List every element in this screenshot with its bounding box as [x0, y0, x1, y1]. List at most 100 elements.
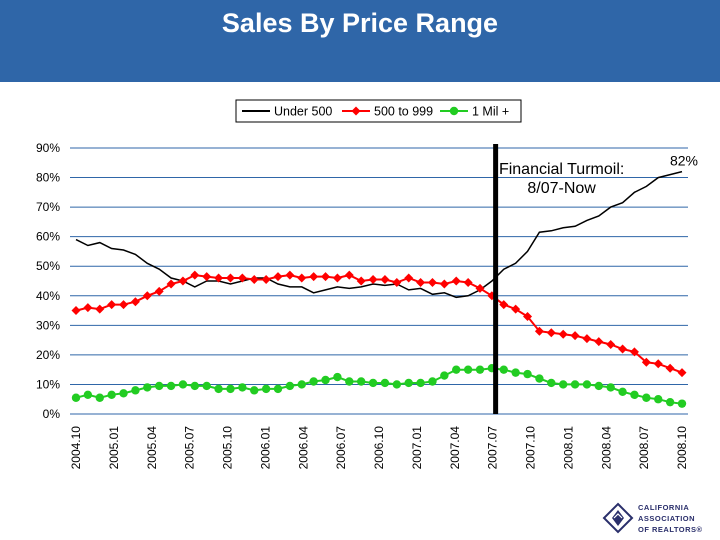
header-bar: Sales By Price Range	[0, 0, 720, 82]
series-0	[75, 170, 683, 299]
data-point	[582, 380, 592, 389]
data-point	[594, 337, 604, 347]
data-point	[214, 384, 223, 394]
y-tick-label: 80%	[36, 171, 60, 185]
x-tick-label: 2005.07	[183, 426, 197, 470]
y-tick-label: 60%	[36, 230, 60, 244]
data-point	[190, 270, 200, 280]
data-point	[380, 378, 390, 388]
legend-entry: 1 Mil +	[440, 105, 509, 119]
data-point	[629, 347, 639, 357]
data-point	[238, 383, 247, 392]
logo-line-2: ASSOCIATION	[638, 514, 695, 523]
y-tick-label: 90%	[36, 141, 60, 155]
data-point	[190, 381, 200, 391]
data-point	[677, 368, 687, 378]
data-point	[309, 377, 318, 386]
logo-line-1: CALIFORNIA	[638, 503, 689, 512]
data-point	[440, 371, 449, 380]
data-point	[273, 384, 283, 394]
data-point	[178, 380, 188, 389]
data-point	[297, 380, 306, 389]
legend-label: 500 to 999	[374, 105, 433, 119]
data-point	[534, 326, 544, 336]
x-tick-label: 2008.01	[561, 426, 575, 470]
turmoil-annotation-line: 8/07-Now	[527, 180, 596, 197]
series-line	[75, 170, 683, 299]
data-point	[511, 368, 520, 377]
data-point	[546, 328, 556, 338]
data-point	[392, 277, 402, 287]
data-point	[380, 275, 390, 285]
data-point	[368, 275, 378, 285]
data-point	[404, 273, 414, 283]
logo-line-3: OF REALTORS®	[638, 525, 703, 534]
data-point	[428, 377, 437, 386]
data-point	[499, 365, 508, 374]
x-tick-label: 2005.10	[221, 426, 235, 470]
data-point	[606, 383, 615, 392]
data-point	[142, 291, 152, 301]
data-point	[261, 275, 271, 285]
data-point	[427, 277, 437, 287]
sales-by-price-chart: 0% 10% 20% 30% 40% 50% 60% 70% 80% 90% 2004.10 2005…	[36, 99, 698, 470]
data-point	[523, 369, 532, 379]
x-tick-label: 2005.04	[145, 426, 159, 470]
data-point	[309, 272, 319, 282]
data-point	[558, 329, 568, 339]
turmoil-annotation: Financial Turmoil: 8/07-Now	[499, 161, 624, 197]
x-tick-label: 2008.04	[599, 426, 613, 470]
data-point	[107, 300, 117, 310]
legend-marker	[351, 106, 361, 116]
turmoil-annotation-line: Financial Turmoil:	[499, 161, 624, 178]
data-point	[226, 384, 235, 394]
x-tick-label: 2008.07	[637, 426, 651, 470]
end-value-label: 82%	[670, 153, 698, 169]
data-point	[107, 390, 116, 399]
data-point	[333, 372, 342, 382]
data-point	[321, 375, 330, 385]
data-point	[297, 273, 307, 283]
data-point	[452, 365, 461, 374]
data-point	[451, 276, 461, 286]
y-tick-label: 40%	[36, 289, 60, 303]
data-point	[368, 378, 378, 388]
legend-entry: Under 500	[242, 105, 332, 119]
data-point	[665, 363, 675, 373]
data-point	[119, 300, 129, 310]
data-point	[570, 331, 580, 341]
data-point	[630, 390, 639, 399]
data-point	[582, 334, 592, 344]
data-point	[261, 384, 271, 394]
data-point	[416, 378, 425, 388]
data-point	[178, 276, 188, 286]
data-point	[511, 304, 521, 314]
data-point	[131, 386, 140, 395]
data-point	[416, 277, 426, 287]
car-logo: CALIFORNIA ASSOCIATION OF REALTORS®	[602, 502, 703, 534]
data-point	[535, 374, 544, 383]
turmoil-marker-line	[493, 144, 499, 414]
data-point	[143, 383, 152, 392]
data-point	[558, 380, 568, 389]
x-tick-label: 2007.04	[448, 426, 462, 470]
x-tick-label: 2006.01	[258, 426, 272, 470]
data-point	[225, 273, 235, 283]
data-point	[356, 377, 366, 386]
x-tick-label: 2006.04	[296, 426, 310, 470]
data-point	[130, 297, 140, 307]
series-1	[71, 270, 687, 378]
x-tick-label: 2008.10	[675, 426, 689, 470]
y-tick-label: 50%	[36, 259, 60, 273]
data-point	[356, 276, 366, 286]
data-point	[83, 303, 93, 313]
data-point	[641, 357, 651, 367]
data-point	[273, 272, 283, 282]
data-point	[166, 279, 176, 289]
data-point	[214, 273, 224, 283]
data-point	[154, 286, 164, 296]
data-point	[83, 390, 93, 399]
data-point	[606, 340, 616, 350]
y-tick-label: 0%	[43, 407, 61, 421]
data-point	[463, 277, 473, 287]
